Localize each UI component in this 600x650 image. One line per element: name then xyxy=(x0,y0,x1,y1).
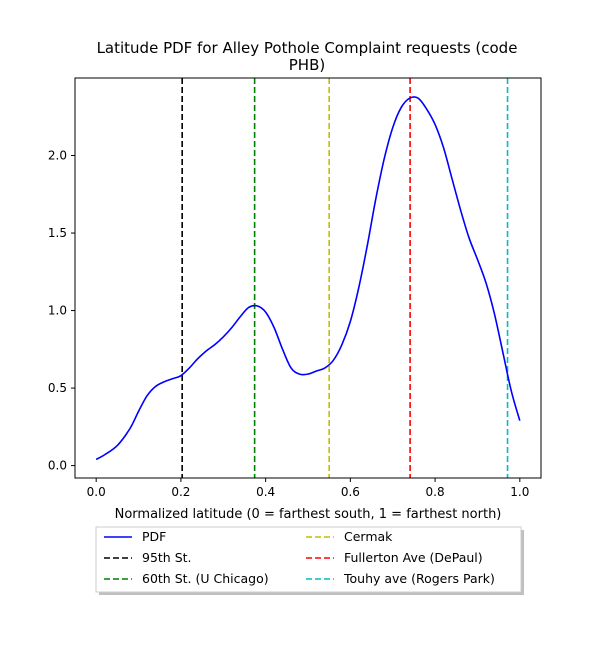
x-axis-label: Normalized latitude (0 = farthest south,… xyxy=(115,507,502,522)
legend: PDF 95th St. 60th St. (U Chicago) Cermak Ful… xyxy=(95,526,524,595)
series-layer xyxy=(95,96,521,461)
y-tick-label: 1.5 xyxy=(48,226,67,240)
y-axis: 0.0 0.5 1.0 1.5 2.0 xyxy=(48,149,75,473)
legend-label-touhy-ave-rogers-park: Touhy ave (Rogers Park) xyxy=(343,571,495,586)
y-tick-label: 2.0 xyxy=(48,149,67,163)
legend-label-60th-st-u-chicago: 60th St. (U Chicago) xyxy=(142,571,269,586)
legend-label-95th-st: 95th St. xyxy=(142,550,192,565)
x-tick-label: 0.6 xyxy=(341,485,360,499)
plot-area-frame xyxy=(74,77,542,479)
x-axis: 0.0 0.2 0.4 0.6 0.8 1.0 xyxy=(87,478,529,499)
reference-lines xyxy=(181,78,509,478)
series-line-pdf xyxy=(95,96,521,461)
x-tick-label: 0.4 xyxy=(256,485,275,499)
legend-box xyxy=(95,526,522,593)
x-tick-label: 0.0 xyxy=(87,485,106,499)
x-tick-label: 0.2 xyxy=(171,485,190,499)
chart-title-line1: Latitude PDF for Alley Pothole Complaint… xyxy=(97,39,518,57)
y-tick-label: 0.5 xyxy=(48,381,67,395)
legend-label-pdf: PDF xyxy=(142,529,166,544)
chart-title-line2: PHB) xyxy=(289,56,325,74)
x-tick-label: 1.0 xyxy=(510,485,529,499)
x-tick-label: 0.8 xyxy=(426,485,445,499)
legend-label-fullerton-ave-depaul: Fullerton Ave (DePaul) xyxy=(344,550,483,565)
y-tick-label: 0.0 xyxy=(48,459,67,473)
y-tick-label: 1.0 xyxy=(48,304,67,318)
legend-label-cermak: Cermak xyxy=(344,529,393,544)
